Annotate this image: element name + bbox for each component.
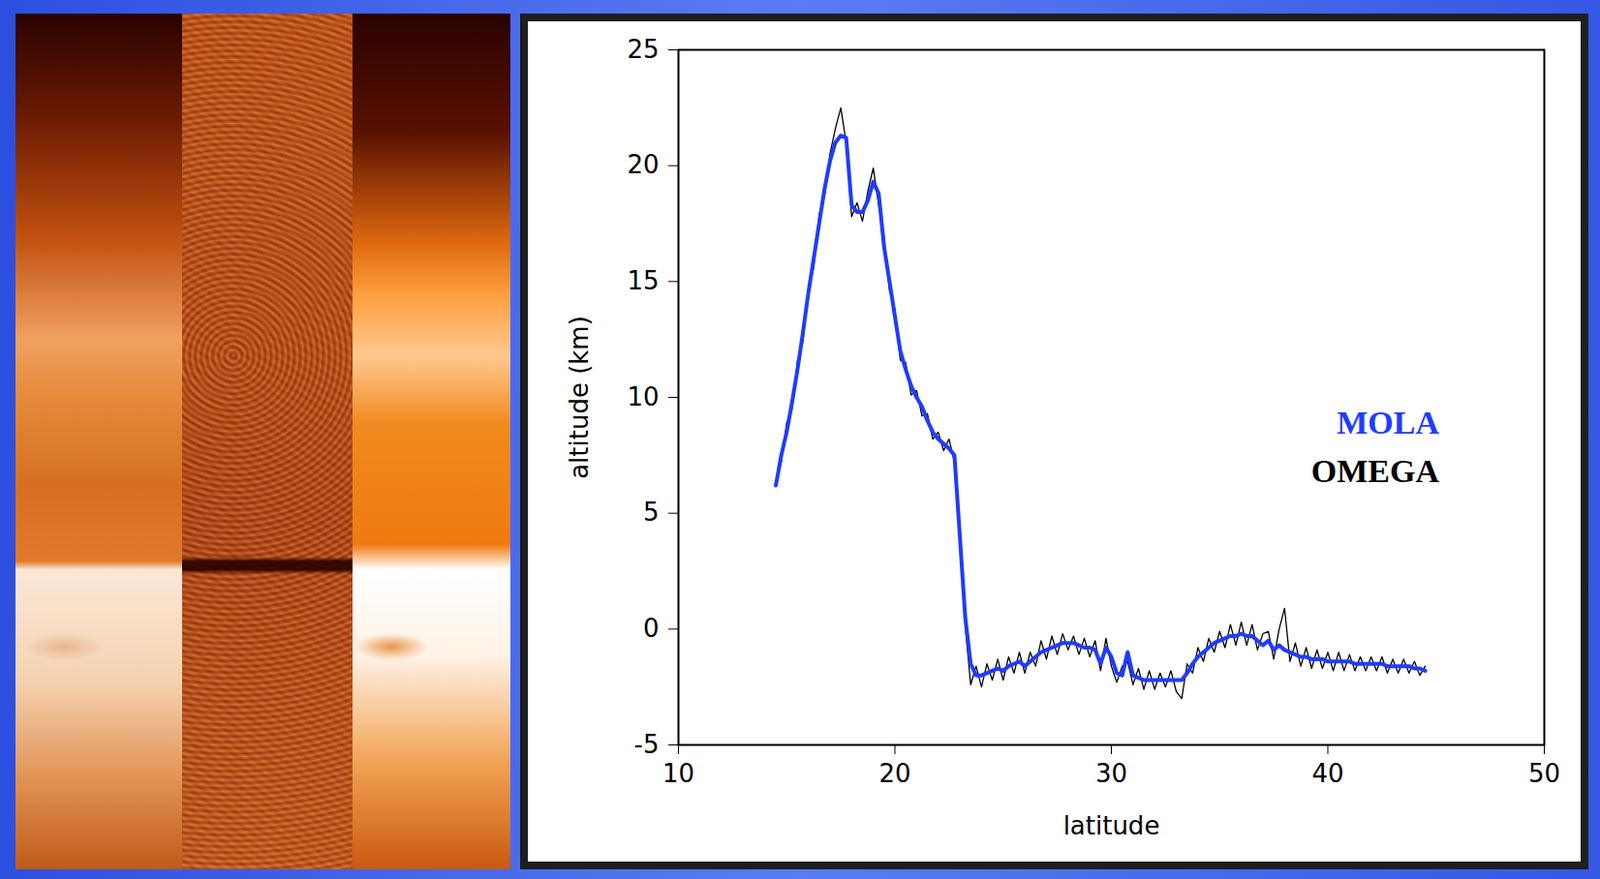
svg-text:5: 5	[643, 497, 660, 527]
svg-text:30: 30	[1095, 759, 1128, 789]
html-text:MOLA: MOLA	[1336, 404, 1440, 441]
svg-text:10: 10	[626, 382, 659, 412]
html-text:OMEGA: OMEGA	[1311, 453, 1440, 490]
svg-text:25: 25	[626, 34, 659, 64]
svg-text:10: 10	[662, 759, 695, 789]
svg-text:40: 40	[1311, 759, 1344, 789]
svg-text:0: 0	[643, 614, 660, 644]
svg-text:20: 20	[878, 759, 911, 789]
svg-text:altitude (km): altitude (km)	[564, 315, 594, 480]
svg-text:20: 20	[626, 150, 659, 180]
svg-text:15: 15	[626, 266, 659, 296]
svg-text:latitude: latitude	[1063, 811, 1161, 841]
svg-text:-5: -5	[634, 730, 660, 760]
svg-text:50: 50	[1528, 759, 1561, 789]
